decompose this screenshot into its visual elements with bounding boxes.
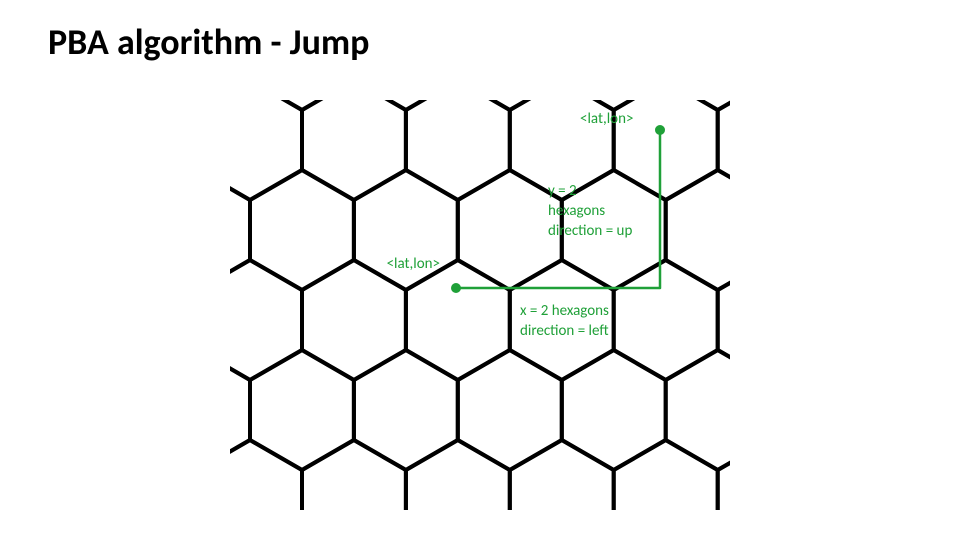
hex-jump-svg: <lat,lon> <lat,lon> y = 2 hexagons direction…	[230, 100, 730, 510]
end-latlon-label: <lat,lon>	[580, 110, 633, 128]
x-info-line-1: direction = left	[520, 322, 609, 340]
diagram: <lat,lon> <lat,lon> y = 2 hexagons direction…	[230, 100, 730, 510]
jump-end-marker	[655, 125, 665, 135]
slide: PBA algorithm - Jump <lat,lon> <lat,lon> y…	[0, 0, 960, 540]
start-latlon-label: <lat,lon>	[387, 255, 440, 273]
y-info-line-2: direction = up	[548, 222, 632, 240]
jump-start-marker	[451, 283, 461, 293]
y-info-line-1: hexagons	[548, 202, 605, 220]
diagram-background	[230, 100, 730, 510]
y-info-line-0: y = 2	[548, 182, 577, 200]
x-info-line-0: x = 2 hexagons	[520, 302, 609, 320]
page-title: PBA algorithm - Jump	[48, 20, 370, 64]
